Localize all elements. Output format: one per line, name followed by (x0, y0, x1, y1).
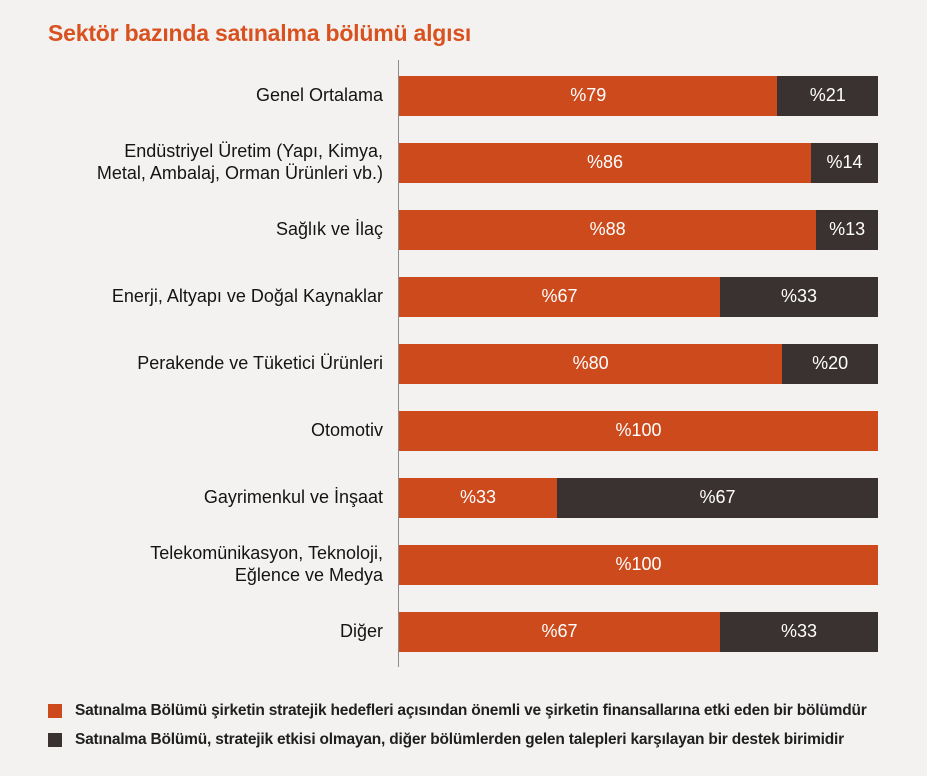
stacked-bar: %67 %33 (399, 276, 878, 317)
category-label: Endüstriyel Üretim (Yapı, Kimya, Metal, … (96, 140, 383, 183)
bar-value-label: %100 (615, 420, 662, 440)
legend-item: Satınalma Bölümü, stratejik etkisi olmay… (48, 730, 898, 750)
bar-row: Sağlık ve İlaç %88 %13 (0, 196, 878, 263)
bar-row: Diğer %67 %33 (0, 598, 878, 665)
bar-value-label: %67 (541, 621, 578, 641)
bar-segment-support: %14 (810, 142, 878, 183)
legend-label: Satınalma Bölümü, stratejik etkisi olmay… (75, 731, 844, 749)
bar-segment-support: %20 (782, 343, 878, 384)
bar-value-label: %80 (572, 353, 609, 373)
stacked-bar: %88 %13 (399, 209, 878, 250)
bar-value-label: %33 (780, 286, 817, 306)
stacked-bar: %67 %33 (399, 611, 878, 652)
bar-segment-strategic: %79 (399, 75, 778, 116)
bar-row: Genel Ortalama %79 %21 (0, 62, 878, 129)
bar-segment-strategic: %88 (399, 209, 817, 250)
stacked-bar: %80 %20 (399, 343, 878, 384)
legend-label: Satınalma Bölümü şirketin stratejik hede… (75, 702, 867, 719)
bar-segment-strategic: %67 (399, 276, 720, 317)
category-label: Otomotiv (310, 419, 383, 440)
bar-row: Perakende ve Tüketici Ürünleri %80 %20 (0, 330, 878, 397)
bar-row: Otomotiv %100 (0, 397, 878, 464)
legend-item: Satınalma Bölümü şirketin stratejik hede… (48, 701, 898, 721)
category-label: Genel Ortalama (255, 84, 383, 105)
bar-value-label: %20 (812, 353, 849, 373)
bar-row: Enerji, Altyapı ve Doğal Kaynaklar %67 %33 (0, 263, 878, 330)
category-label: Telekomünikasyon, Teknoloji, Eğlence ve … (150, 542, 383, 585)
stacked-bar: %100 (399, 410, 878, 451)
bar-segment-strategic: %86 (399, 142, 811, 183)
bar-value-label: %14 (826, 152, 863, 172)
bar-segment-support: %33 (719, 276, 878, 317)
category-label: Enerji, Altyapı ve Doğal Kaynaklar (111, 285, 383, 306)
bar-row: Endüstriyel Üretim (Yapı, Kimya, Metal, … (0, 129, 878, 196)
bar-value-label: %67 (699, 487, 736, 507)
bar-segment-support: %13 (816, 209, 878, 250)
bar-value-label: %88 (589, 219, 626, 239)
legend-swatch-support (48, 733, 62, 748)
bar-value-label: %100 (615, 554, 662, 574)
bar-value-label: %86 (586, 152, 623, 172)
stacked-bar: %100 (399, 544, 878, 585)
bar-value-label: %79 (570, 85, 607, 105)
category-label: Diğer (339, 620, 383, 641)
bar-row: Telekomünikasyon, Teknoloji, Eğlence ve … (0, 531, 878, 598)
bar-segment-strategic: %100 (399, 544, 878, 585)
bar-segment-strategic: %67 (399, 611, 720, 652)
bar-segment-strategic: %80 (399, 343, 783, 384)
chart-title: Sektör bazında satınalma bölümü algısı (48, 20, 472, 46)
bar-value-label: %33 (780, 621, 817, 641)
bar-segment-support: %67 (557, 477, 878, 518)
category-label: Gayrimenkul ve İnşaat (203, 486, 383, 507)
legend: Satınalma Bölümü şirketin stratejik hede… (48, 701, 898, 759)
stacked-bar: %79 %21 (399, 75, 878, 116)
bar-segment-strategic: %33 (399, 477, 558, 518)
category-label: Perakende ve Tüketici Ürünleri (137, 352, 383, 373)
bar-row: Gayrimenkul ve İnşaat %33 %67 (0, 464, 878, 531)
bar-value-label: %13 (829, 219, 866, 239)
stacked-bar: %33 %67 (399, 477, 878, 518)
bar-value-label: %67 (541, 286, 578, 306)
bar-segment-support: %33 (719, 611, 878, 652)
legend-swatch-strategic (48, 704, 62, 718)
bar-value-label: %21 (809, 85, 846, 105)
bar-chart: Genel Ortalama %79 %21 Endüstriyel Üretim (… (0, 60, 878, 667)
bar-segment-support: %21 (777, 75, 878, 116)
category-label: Sağlık ve İlaç (275, 218, 383, 239)
stacked-bar: %86 %14 (399, 142, 878, 183)
bar-value-label: %33 (460, 487, 497, 507)
bar-segment-strategic: %100 (399, 410, 878, 451)
